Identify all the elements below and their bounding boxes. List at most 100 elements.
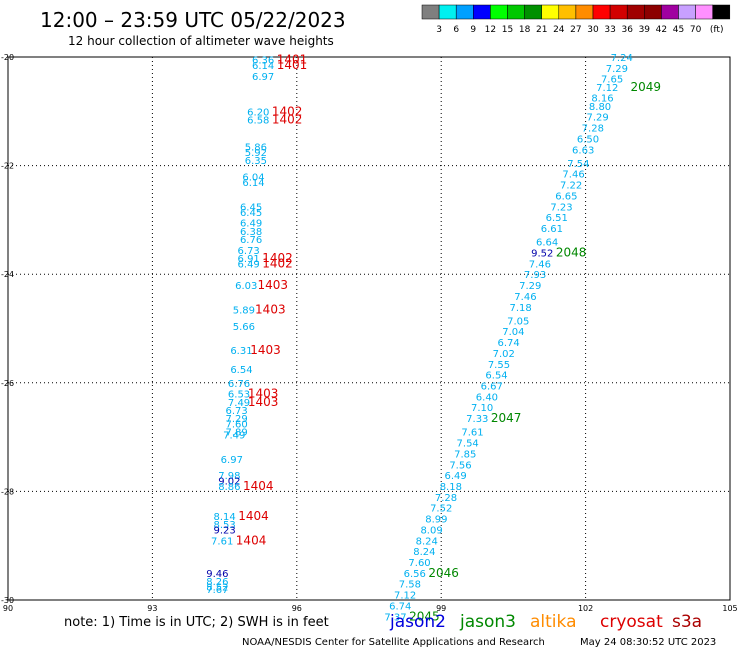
wave-height-value: 6.50 (577, 134, 599, 145)
wave-height-value: 6.53 (228, 390, 250, 401)
wave-height-value: 5.66 (233, 322, 255, 333)
wave-height-value: 6.31 (230, 346, 252, 357)
color-scale-legend: 3 6 9 12 15 18 21 24 27 30 33 36 39 42 45 70 (ft) (421, 4, 731, 35)
wave-height-value: 7.33 (466, 414, 488, 425)
wave-height-value: 7.24 (611, 53, 633, 64)
wave-height-value: 6.45 (240, 202, 262, 213)
color-scale-label: 21 (536, 25, 547, 35)
wave-height-value: 6.76 (228, 379, 250, 390)
wave-height-value: 7.28 (582, 124, 604, 135)
wave-height-value: 9.02 (218, 477, 240, 488)
color-swatch (626, 4, 645, 20)
color-swatch (712, 4, 731, 20)
wave-height-value: 6.35 (245, 156, 267, 167)
wave-height-value: 6.49 (238, 259, 260, 270)
x-tick-label: 105 (722, 604, 737, 613)
y-tick-label: -30 (1, 596, 14, 605)
color-swatch (421, 4, 440, 20)
wave-height-value: 7.37 (384, 612, 406, 623)
wave-height-value: 6.97 (252, 72, 274, 83)
wave-height-value: 6.14 (252, 61, 274, 72)
wave-height-value: 6.65 (555, 191, 577, 202)
satellite-legend-cryosat: cryosat (600, 612, 663, 632)
wave-height-value: 8.14 (213, 512, 235, 523)
pass-number: 2049 (630, 80, 661, 94)
color-swatch (644, 4, 662, 20)
color-scale-label: 27 (570, 25, 581, 35)
color-swatch (695, 4, 713, 20)
wave-height-value: 7.12 (596, 83, 618, 94)
wave-height-value: 7.93 (524, 270, 546, 281)
wave-height-value: 6.49 (445, 471, 467, 482)
color-swatch (524, 4, 542, 20)
wave-height-value: 8.09 (420, 525, 442, 536)
wave-height-value: 7.04 (502, 327, 524, 338)
wave-height-value: 6.36 (252, 56, 274, 67)
color-swatch (592, 4, 611, 20)
wave-height-value: 6.20 (247, 107, 269, 118)
color-swatch (678, 4, 696, 20)
wave-height-value: 6.40 (476, 392, 498, 403)
wave-height-value: 9.52 (531, 248, 553, 259)
wave-height-value: 7.60 (408, 558, 430, 569)
wave-height-value: 6.74 (497, 338, 519, 349)
wave-height-value: 6.91 (238, 254, 260, 265)
wave-height-value: 7.60 (226, 420, 248, 431)
wave-height-value: 7.49 (223, 430, 245, 441)
plot-frame (7, 56, 731, 601)
color-scale-label: 33 (604, 25, 615, 35)
chart-title: 12:00 – 23:59 UTC 05/22/2023 (40, 8, 346, 32)
wave-height-value: 7.46 (514, 292, 536, 303)
wave-height-value: 5.89 (233, 305, 255, 316)
wave-height-value: 6.73 (226, 406, 248, 417)
wave-height-value: 6.67 (481, 382, 503, 393)
wave-height-value: 7.54 (567, 159, 589, 170)
grid-lines (8, 57, 730, 600)
wave-height-value: 7.67 (206, 585, 228, 596)
y-tick-label: -20 (1, 53, 14, 62)
wave-height-value: 6.14 (242, 178, 264, 189)
pass-number: 2048 (556, 245, 587, 259)
wave-height-value: 7.02 (493, 349, 515, 360)
color-swatch (490, 4, 508, 20)
pass-number-labels: 1401140114021402140214021403140314031403… (236, 53, 661, 624)
wave-height-value: 6.49 (240, 219, 262, 230)
color-swatch (455, 4, 474, 20)
wave-height-value: 8.26 (206, 577, 228, 588)
wave-height-value: 6.54 (230, 365, 252, 376)
wave-height-value: 6.54 (485, 371, 507, 382)
wave-height-value: 7.22 (560, 181, 582, 192)
axis-tick-labels: 90 93 96 99 102 105 -20 -22 -24 -26 -28 -30 (1, 53, 738, 613)
wave-height-value: 7.56 (449, 460, 471, 471)
wave-height-value: 7.65 (601, 75, 623, 86)
color-scale-label: 39 (639, 25, 651, 35)
pass-number: 1402 (272, 104, 303, 118)
satellite-legend-altika: altika (530, 612, 577, 632)
color-scale-label: 6 (453, 25, 459, 35)
color-scale-label: 30 (587, 25, 599, 35)
wave-height-value: 6.73 (238, 246, 260, 257)
pass-number: 1401 (277, 53, 308, 67)
color-scale-label: 24 (553, 25, 565, 35)
color-swatch (661, 4, 679, 20)
color-swatch (575, 4, 594, 20)
color-swatch (609, 4, 628, 20)
wave-height-value: 7.52 (430, 504, 452, 515)
wave-height-value: 7.05 (507, 316, 529, 327)
satellite-legend-jason3: jason3 (459, 612, 516, 632)
wave-height-value: 8.18 (440, 482, 462, 493)
pass-number: 1404 (236, 533, 267, 547)
y-tick-label: -22 (1, 162, 14, 171)
wave-height-value: 7.58 (399, 580, 421, 591)
wave-height-value: 8.24 (413, 547, 435, 558)
wave-height-value: 6.45 (240, 208, 262, 219)
wave-height-value: 6.38 (240, 227, 262, 238)
footer-timestamp: May 24 08:30:52 UTC 2023 (580, 637, 716, 648)
wave-height-value: 5.86 (245, 143, 267, 154)
wave-height-value: 6.97 (221, 455, 243, 466)
wave-height-value: 8.99 (425, 515, 447, 526)
wave-height-value: 6.61 (541, 224, 563, 235)
color-scale-label: 18 (519, 25, 531, 35)
color-swatch (473, 4, 491, 20)
wave-height-value: 7.29 (606, 64, 628, 75)
